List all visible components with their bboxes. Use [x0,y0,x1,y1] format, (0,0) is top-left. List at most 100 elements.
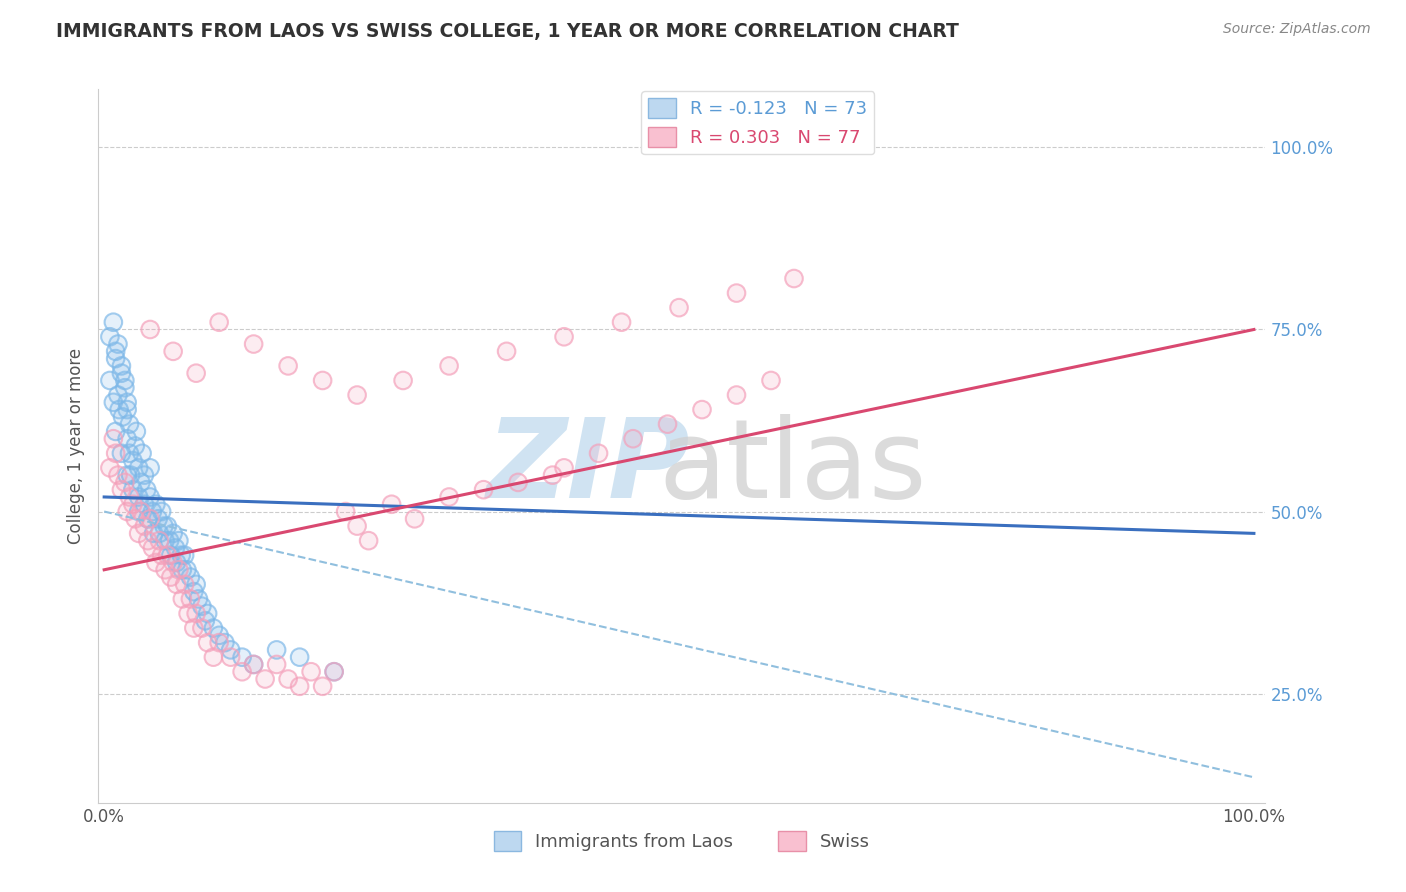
Point [98,460,121,475]
Point [165,541,187,555]
Point [690,402,713,417]
Point [186,577,208,591]
Point [118,446,141,460]
Point [404,512,426,526]
Point [277,672,299,686]
Point [172,591,194,606]
Point [150,504,173,518]
Point [288,650,311,665]
Point [165,541,187,555]
Point [166,577,188,591]
Point [139,490,162,504]
Point [231,650,253,665]
Point [139,460,162,475]
Point [167,533,190,548]
Point [110,366,132,380]
Point [725,388,748,402]
Point [242,657,264,672]
Point [159,533,181,548]
Point [118,446,141,460]
Point [167,533,190,548]
Point [103,315,125,329]
Point [588,446,610,460]
Point [153,533,176,548]
Point [134,497,156,511]
Point [219,650,242,665]
Point [114,374,136,388]
Point [186,607,208,621]
Point [124,439,146,453]
Point [153,519,176,533]
Point [162,526,184,541]
Point [323,665,346,679]
Point [156,519,179,533]
Point [159,533,181,548]
Point [136,512,159,526]
Point [162,344,184,359]
Point [170,548,193,562]
Point [202,650,225,665]
Point [437,490,460,504]
Point [124,512,146,526]
Point [186,607,208,621]
Point [153,563,176,577]
Point [183,621,205,635]
Point [167,563,190,577]
Point [214,635,236,649]
Point [541,468,564,483]
Point [115,402,138,417]
Point [610,315,633,329]
Point [219,650,242,665]
Point [160,548,183,562]
Point [346,388,368,402]
Point [145,497,167,511]
Point [588,446,610,460]
Point [173,548,195,562]
Point [381,497,404,511]
Point [148,526,170,541]
Point [150,548,173,562]
Point [173,577,195,591]
Point [553,330,575,344]
Point [335,504,357,518]
Point [725,286,748,301]
Point [103,395,125,409]
Point [141,541,163,555]
Point [214,635,236,649]
Point [141,504,163,518]
Point [173,577,195,591]
Point [668,301,690,315]
Point [242,657,264,672]
Point [122,497,145,511]
Point [179,570,201,584]
Y-axis label: College, 1 year or more: College, 1 year or more [66,348,84,544]
Point [311,679,333,693]
Point [111,409,134,424]
Point [128,504,150,518]
Point [110,359,132,373]
Point [186,366,208,380]
Point [110,446,132,460]
Point [266,657,288,672]
Point [136,533,159,548]
Point [242,657,264,672]
Point [208,315,231,329]
Point [103,395,125,409]
Point [148,512,170,526]
Point [541,468,564,483]
Point [115,468,138,483]
Text: ZIP: ZIP [486,414,690,521]
Point [134,519,156,533]
Point [177,607,200,621]
Point [136,512,159,526]
Point [150,504,173,518]
Point [191,599,214,614]
Point [125,425,148,439]
Point [115,468,138,483]
Point [783,271,806,285]
Point [187,591,209,606]
Point [118,490,141,504]
Point [357,533,380,548]
Point [381,497,404,511]
Point [179,570,201,584]
